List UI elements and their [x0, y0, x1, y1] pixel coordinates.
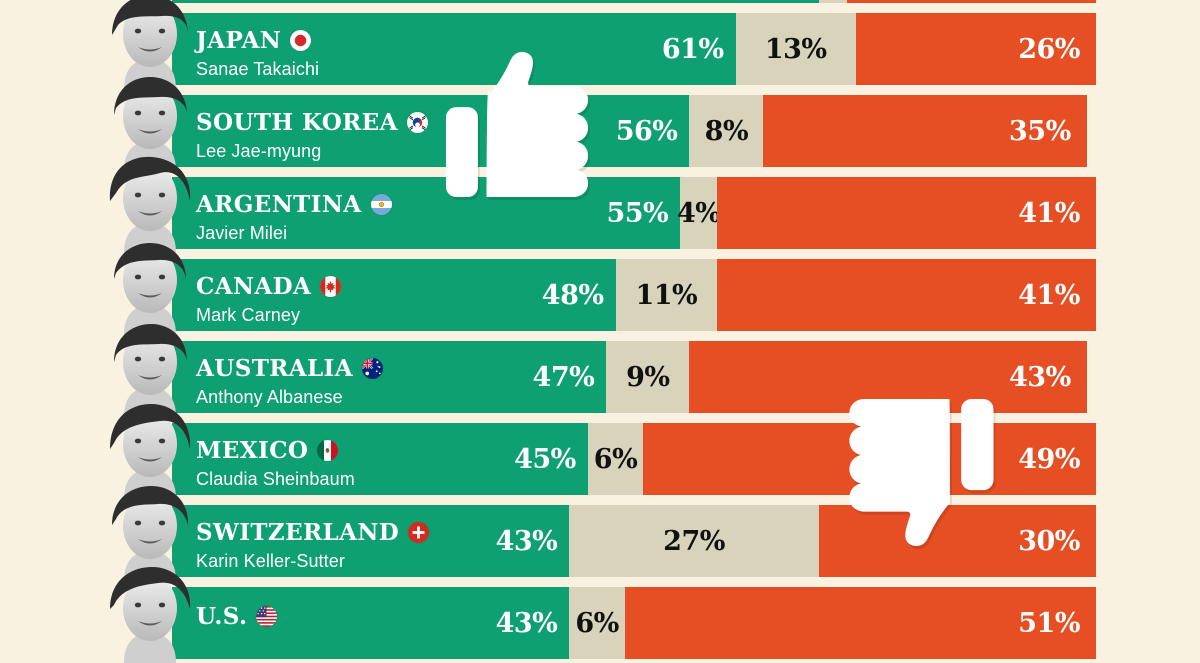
bar-segment-neutral: 13%	[735, 13, 856, 85]
bar-segment-neutral: 9%	[606, 341, 690, 413]
bar-segment-disapprove: 30%	[818, 505, 1096, 577]
bar-segment-approve: 43%	[172, 587, 570, 659]
approve-value: 55%	[606, 197, 669, 229]
bar-segment-neutral: 4%	[677, 177, 721, 249]
bar-segment-approve: 45%	[172, 423, 588, 495]
approve-value: 48%	[541, 279, 604, 311]
bar-segment-approve: 56%	[172, 95, 690, 167]
bar-segment-neutral: 27%	[569, 505, 819, 577]
disapprove-value: 51%	[1018, 607, 1080, 639]
bar-row: 45% 6% 49%	[172, 423, 1096, 495]
bar-segment-disapprove: 51%	[624, 587, 1096, 659]
disapprove-value: 49%	[1018, 443, 1080, 475]
neutral-value: 6%	[575, 607, 619, 639]
neutral-value: 11%	[635, 279, 698, 311]
neutral-value: 27%	[663, 525, 725, 557]
disapprove-value: 41%	[1018, 197, 1080, 229]
bar-row: 61% 13% 26%	[172, 13, 1096, 85]
approve-value: 56%	[615, 115, 678, 147]
disapprove-value: 26%	[1018, 33, 1080, 65]
bar-row: 43% 6% 51%	[172, 587, 1096, 659]
bar-segment-disapprove: 43%	[689, 341, 1087, 413]
bar-segment-neutral: 6%	[587, 423, 644, 495]
neutral-value: 8%	[704, 115, 749, 147]
bar-segment-disapprove: 41%	[717, 177, 1096, 249]
disapprove-value: 35%	[1009, 115, 1071, 147]
disapprove-value: 43%	[1009, 361, 1071, 393]
bar-segment-approve: 48%	[172, 259, 616, 331]
neutral-value: 13%	[764, 33, 827, 65]
bar-segment-approve	[172, 0, 819, 3]
approve-value: 61%	[661, 33, 724, 65]
bar-segment-neutral	[818, 0, 847, 3]
approve-value: 45%	[514, 443, 576, 475]
bar-segment-approve: 55%	[172, 177, 681, 249]
bar-segment-disapprove: 35%	[763, 95, 1087, 167]
bar-segment-approve: 43%	[172, 505, 570, 577]
bar-segment-neutral: 11%	[615, 259, 718, 331]
disapprove-value: 41%	[1018, 279, 1080, 311]
disapprove-value: 30%	[1018, 525, 1080, 557]
neutral-value: 6%	[593, 443, 638, 475]
neutral-value: 4%	[676, 197, 721, 229]
bar-row: 55% 4% 41%	[172, 177, 1096, 249]
approve-value: 43%	[495, 607, 558, 639]
bar-segment-disapprove: 41%	[717, 259, 1096, 331]
approval-rating-chart: 61% 13% 26% JAPAN Sanae Takaichi 56% 8% 35% SOUT…	[109, 0, 1096, 663]
approve-value: 43%	[495, 525, 558, 557]
bar-segment-neutral: 6%	[569, 587, 625, 659]
bar-row: 56% 8% 35%	[172, 95, 1096, 167]
neutral-value: 9%	[626, 361, 670, 393]
bar-segment-disapprove	[846, 0, 1096, 3]
bar-row: 47% 9% 43%	[172, 341, 1096, 413]
bar-row: 43% 27% 30%	[172, 505, 1096, 577]
bar-row: 48% 11% 41%	[172, 259, 1096, 331]
bar-segment-disapprove: 26%	[855, 13, 1096, 85]
bar-segment-neutral: 8%	[689, 95, 764, 167]
approve-value: 47%	[532, 361, 595, 393]
bar-row-partial-top	[172, 0, 1096, 3]
bar-segment-approve: 47%	[172, 341, 607, 413]
bar-segment-approve: 61%	[172, 13, 736, 85]
bar-segment-disapprove: 49%	[643, 423, 1096, 495]
